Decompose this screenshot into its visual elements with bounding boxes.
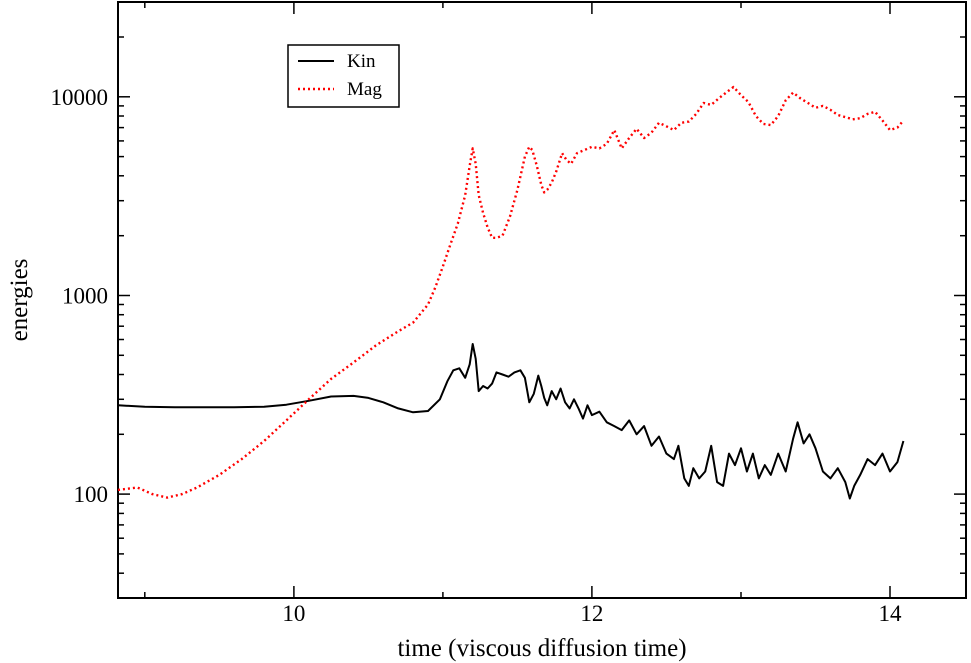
plot-frame [117,1,967,599]
x-tick-label: 12 [580,601,603,626]
x-axis-title: time (viscous diffusion time) [397,635,686,662]
x-tick-label: 14 [879,601,903,626]
y-axis-title: energies [6,259,33,342]
y-tick-label: 1000 [62,284,108,309]
y-tick-label: 10000 [51,85,109,110]
x-tick-label: 10 [282,601,305,626]
y-tick-label: 100 [74,482,109,507]
legend-mag-label: Mag [347,79,382,100]
series-line-kin [117,343,905,500]
legend-kin-label: Kin [347,51,376,72]
legend: Kin Mag [287,44,400,108]
series-line-mag [117,85,905,499]
legend-box [287,44,400,108]
